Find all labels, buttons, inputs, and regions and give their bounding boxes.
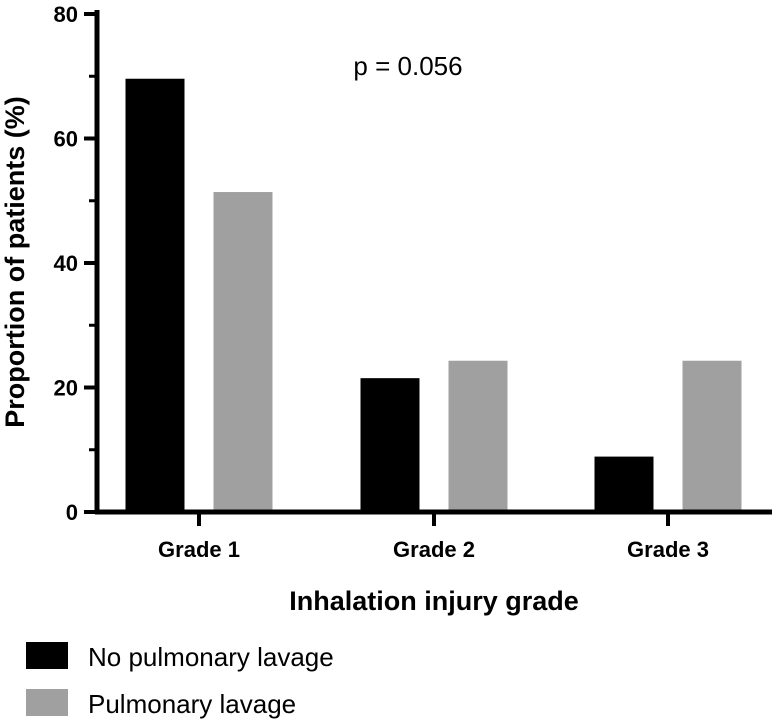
bars-group — [125, 78, 742, 513]
bar-no-lavage-grade-3 — [594, 456, 654, 512]
x-tick-label: Grade 3 — [627, 537, 709, 562]
p-value-annotation: p = 0.056 — [353, 51, 462, 81]
x-tick-label: Grade 1 — [158, 537, 240, 562]
y-ticks-group: 0 20 40 60 80 — [54, 2, 97, 525]
bar-lavage-grade-3 — [682, 360, 742, 512]
y-tick-label: 60 — [54, 127, 78, 152]
y-tick-label: 20 — [54, 376, 78, 401]
bar-no-lavage-grade-2 — [360, 378, 420, 512]
legend-swatch-no-lavage — [26, 642, 68, 669]
x-ticks-group: Grade 1 Grade 2 Grade 3 — [158, 512, 709, 562]
bar-lavage-grade-1 — [213, 192, 273, 512]
x-axis-title: Inhalation injury grade — [289, 586, 579, 616]
bar-no-lavage-grade-1 — [125, 78, 185, 513]
axes-group — [94, 10, 772, 515]
bar-lavage-grade-2 — [448, 360, 508, 512]
x-tick-label: Grade 2 — [393, 537, 475, 562]
y-axis-title: Proportion of patients (%) — [0, 96, 30, 427]
legend-swatch-lavage — [26, 689, 68, 716]
y-tick-label: 80 — [54, 2, 78, 27]
legend: No pulmonary lavage Pulmonary lavage — [26, 642, 334, 719]
legend-label-lavage: Pulmonary lavage — [88, 689, 296, 719]
y-tick-label: 0 — [66, 500, 78, 525]
y-tick-label: 40 — [54, 251, 78, 276]
legend-label-no-lavage: No pulmonary lavage — [88, 642, 334, 672]
